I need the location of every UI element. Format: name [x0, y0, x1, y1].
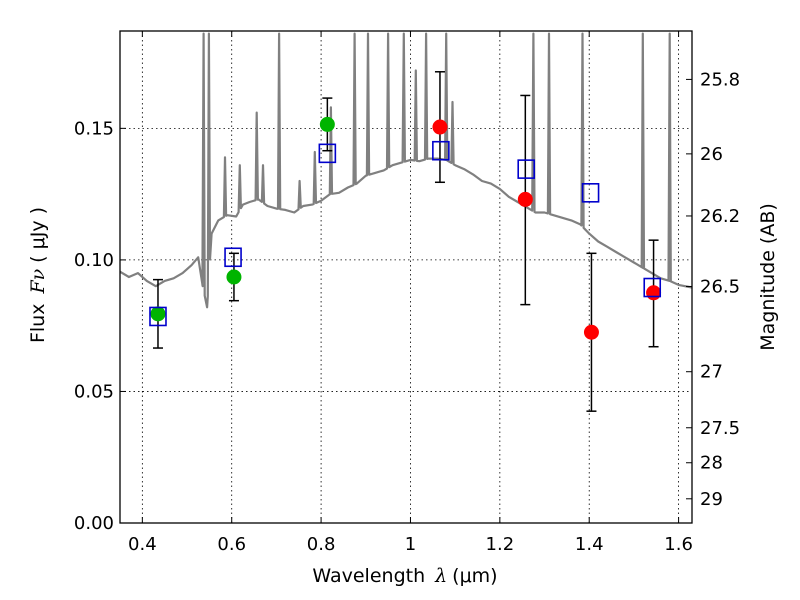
y-tick-label: 0.05: [74, 381, 114, 402]
y-axis-title-word: Flux: [27, 304, 49, 344]
x-tick-label: 0.8: [307, 534, 336, 555]
markers: [149, 116, 662, 340]
model-square-marker: [581, 183, 600, 203]
model-square-marker: [318, 143, 337, 164]
magnitude-tick-label: 27.5: [700, 418, 740, 439]
y-tick-label: 0.00: [74, 513, 114, 534]
magnitude-tick-label: 29: [700, 489, 723, 510]
x-axis-title: Wavelength λ (μm): [312, 565, 497, 587]
model-square-marker: [224, 247, 242, 268]
magnitude-axis-title: Magnitude (AB): [757, 203, 779, 351]
green-flux-point: [150, 306, 166, 322]
model-square-marker: [432, 140, 450, 161]
ticks: [120, 31, 692, 524]
model-square-marker: [643, 277, 662, 298]
green-flux-point: [319, 116, 335, 132]
green-flux-point: [226, 269, 242, 285]
model-square-marker: [517, 159, 536, 179]
y-axis-title: Flux Fν ( μJy ): [27, 207, 49, 343]
spectrum-line: [120, 32, 692, 309]
y-axis-title-unit: ( μJy ): [27, 207, 49, 263]
magnitude-tick-label: 27: [700, 362, 723, 383]
magnitude-tick-label: 26.2: [700, 206, 740, 227]
red-flux-point: [432, 119, 448, 135]
red-flux-point: [646, 285, 662, 301]
model-square-marker: [149, 306, 167, 327]
magnitude-tick-label: 26: [700, 144, 723, 165]
x-tick-label: 1.4: [575, 534, 604, 555]
plot-frame: [119, 30, 693, 524]
y-axis-title-symbol: Fν: [27, 268, 49, 294]
red-flux-point: [583, 324, 599, 340]
x-axis-title-word: Wavelength: [312, 565, 425, 587]
magnitude-tick-label: 25.8: [700, 69, 740, 90]
magnitude-tick-label: 28: [700, 453, 723, 474]
x-axis-title-symbol: λ: [434, 565, 447, 587]
magnitude-tick-label: 26.5: [700, 276, 740, 297]
y-tick-label: 0.10: [74, 250, 114, 271]
tick-labels: 0.4 0.6 0.8 1 1.2 1.4 1.6 0.00 0.05 0.10 0.15 25.8 2…: [74, 69, 740, 555]
y-tick-label: 0.15: [74, 118, 114, 139]
red-flux-point: [517, 191, 533, 207]
grid: [120, 31, 692, 523]
x-tick-label: 0.4: [128, 534, 157, 555]
x-tick-label: 1.2: [486, 534, 515, 555]
x-tick-label: 1: [405, 534, 416, 555]
x-axis-title-unit: (μm): [452, 565, 497, 587]
spectrum: [120, 32, 692, 309]
x-tick-label: 0.6: [217, 534, 246, 555]
x-tick-label: 1.6: [664, 534, 693, 555]
